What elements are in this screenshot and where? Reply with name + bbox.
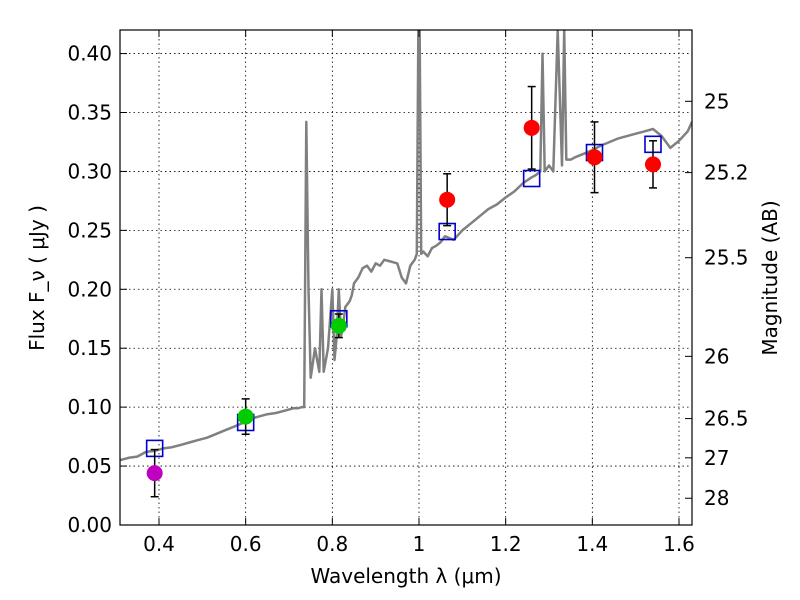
y2-tick-label-3: 26 [704,344,729,368]
plot-frame [119,29,693,526]
y-tick-label-8: 0.40 [67,42,112,66]
y-tick-label-6: 0.30 [67,159,112,183]
y2-tick-label-0: 25 [704,89,729,113]
x-tick-label-2: 0.8 [316,532,348,556]
y2-tick-label-5: 27 [704,446,729,470]
y-tick-label-3: 0.15 [67,336,112,360]
observed-point-3-0 [439,191,456,208]
grid [120,30,692,526]
y2-tick-label-4: 26.5 [704,407,749,431]
y-tick-label-1: 0.05 [67,454,112,478]
x-tick-label-3: 1 [413,532,426,556]
y-tick-label-0: 0.00 [67,513,112,537]
y-tick-label-7: 0.35 [67,101,112,125]
observed-point-2-0 [237,408,254,425]
y-axis-label: Flux F_ν ( μJy ) [25,205,49,351]
y-tick-label-5: 0.25 [67,218,112,242]
y2-tick-label-1: 25.2 [704,161,749,185]
y-tick-label-4: 0.20 [67,277,112,301]
x-tick-label-6: 1.6 [663,532,695,556]
x-tick-label-5: 1.4 [576,532,608,556]
y2-tick-label-6: 28 [704,486,729,510]
model-point-4 [522,169,541,188]
y2-axis-label: Magnitude (AB) [758,200,782,355]
x-axis-label: Wavelength λ (μm) [310,564,501,588]
model-spectrum-layer [120,30,692,462]
observed-point-2-1 [330,317,347,334]
ticks: 0.4 0.6 0.8 1 1.2 1.4 1.6 0.00 0.05 0.10 0.15 0.20 0… [67,30,749,556]
y2-tick-label-2: 25.5 [704,246,749,270]
model-spectrum-line [120,30,692,462]
x-tick-label-0: 0.4 [143,532,175,556]
data-points-layer [145,85,662,498]
y-tick-label-2: 0.10 [67,395,112,419]
observed-point-1-0 [146,465,163,482]
axes [119,29,693,526]
observed-point-3-1 [523,119,540,136]
x-tick-label-4: 1.2 [490,532,522,556]
x-tick-label-1: 0.6 [230,532,262,556]
observed-point-3-3 [645,156,661,173]
observed-point-3-2 [586,149,603,166]
